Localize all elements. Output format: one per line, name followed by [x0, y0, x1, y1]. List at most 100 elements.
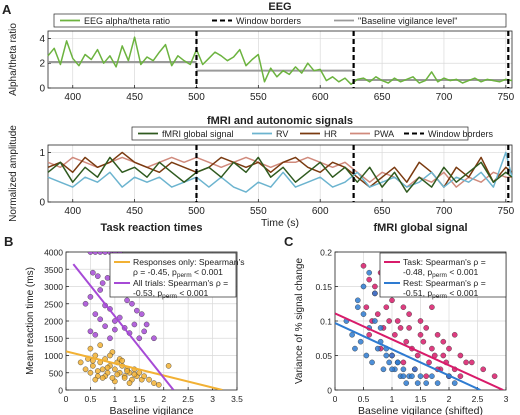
data-point	[400, 366, 407, 373]
data-point	[357, 338, 364, 345]
data-point	[406, 311, 412, 317]
series-line	[47, 156, 513, 193]
data-point	[392, 331, 398, 338]
data-point	[423, 380, 430, 386]
data-point	[451, 380, 458, 386]
data-point	[417, 373, 424, 380]
legend-stat-sub: perm	[162, 293, 177, 300]
data-point	[121, 375, 128, 381]
data-point	[389, 297, 395, 304]
data-point	[99, 366, 106, 373]
legend-stat-sub: perm	[432, 272, 447, 279]
panel-a2: 400 450 500 550 600 650 700 750 0 1 fMRI and auton…	[8, 115, 515, 229]
legend-stat: -0.51, pperm < 0.001	[403, 288, 478, 300]
data-point	[360, 311, 367, 317]
panel-b: 0 0.5 1 1.5 2 2.5 3 3.5 0 500 1000 1500 2000 2500 3000…	[4, 222, 245, 415]
legend-label: fMRI global signal	[162, 129, 234, 139]
y-axis-label: Mean reaction time (ms)	[25, 267, 36, 375]
x-tick-label: 1.5	[415, 394, 427, 404]
y-tick-label: 1000	[44, 351, 63, 361]
x-tick-label: 0.5	[85, 394, 97, 404]
data-point	[104, 364, 111, 371]
y-axis-label: Alpha/theta ratio	[8, 23, 19, 96]
data-point	[434, 380, 441, 386]
data-point	[409, 373, 415, 380]
data-point	[134, 307, 140, 314]
legend-stat-main: -0.51, p	[403, 288, 432, 298]
y-tick-label: 2000	[44, 317, 63, 327]
data-point	[354, 304, 361, 311]
data-point	[417, 331, 424, 338]
chart-title: fMRI and autonomic signals	[207, 115, 353, 127]
data-point	[374, 345, 381, 352]
data-point	[112, 366, 118, 373]
data-point	[366, 331, 373, 338]
data-point	[354, 297, 361, 304]
data-point	[97, 287, 103, 293]
x-tick-label: 600	[312, 206, 329, 217]
data-point	[82, 366, 89, 373]
y-tick-label: 0	[327, 386, 332, 396]
panel-c: 0 0.5 1 1.5 2 2.5 3 0 0.05 0.1 0.15 0.2 fMRI global …	[284, 222, 509, 415]
x-tick-label: 3	[210, 394, 215, 404]
legend-label: PWA	[374, 129, 394, 139]
legend-label: Responses only: Spearman's	[133, 257, 245, 267]
data-point	[129, 300, 135, 307]
data-point	[156, 382, 162, 388]
data-point	[360, 262, 367, 269]
data-point	[446, 345, 452, 352]
fit-line	[66, 350, 223, 390]
data-point	[440, 352, 447, 359]
x-tick-label: 700	[436, 206, 453, 217]
x-tick-label: 2.5	[182, 394, 194, 404]
data-point	[363, 352, 370, 359]
data-point	[369, 359, 375, 366]
data-point	[417, 318, 424, 324]
x-axis-label: Baseline vigilance	[109, 405, 193, 415]
x-tick-label: 450	[126, 206, 143, 217]
data-point	[363, 304, 370, 311]
x-tick-label: 2	[447, 394, 452, 404]
legend-label: "Baseline vigilance level"	[358, 16, 457, 26]
legend-stat-tail: < 0.001	[192, 267, 224, 277]
data-point	[397, 325, 404, 331]
fit-line	[335, 322, 481, 390]
y-tick-label: 2	[39, 59, 45, 70]
x-tick-label: 500	[188, 92, 205, 103]
data-point	[107, 335, 113, 342]
panel-letter: C	[284, 234, 294, 249]
data-point	[352, 345, 358, 352]
legend-stat-main: ρ = -0.45, p	[133, 267, 177, 277]
data-point	[389, 366, 395, 373]
legend-stat-main: -0.53, p	[133, 288, 162, 298]
data-point	[124, 297, 130, 304]
y-tick-label: 0.2	[320, 248, 332, 258]
x-tick-label: 1	[112, 394, 117, 404]
y-tick-label: 3500	[44, 265, 63, 275]
data-point	[141, 373, 147, 380]
data-point	[131, 371, 138, 378]
data-point	[124, 368, 130, 374]
data-point	[97, 316, 103, 323]
data-point	[423, 325, 430, 331]
x-tick-label: 0.5	[358, 394, 370, 404]
y-axis-label: Normalized amplitude	[8, 125, 19, 222]
chart-title: Task reaction times	[101, 222, 203, 234]
fit-line	[335, 312, 504, 390]
legend-label: EEG alpha/theta ratio	[84, 16, 170, 26]
data-point	[386, 359, 392, 366]
x-tick-label: 500	[188, 206, 205, 217]
legend-stat-sub: perm	[177, 272, 192, 279]
data-point	[423, 373, 430, 380]
y-tick-label: 1	[39, 148, 45, 159]
panel-letter: A	[2, 2, 12, 17]
data-point	[457, 373, 464, 380]
data-point	[141, 328, 147, 335]
data-point	[480, 366, 487, 373]
data-point	[426, 359, 432, 366]
x-tick-label: 1	[390, 394, 395, 404]
data-point	[403, 338, 410, 345]
data-point	[102, 323, 108, 329]
y-tick-label: 3000	[44, 282, 63, 292]
